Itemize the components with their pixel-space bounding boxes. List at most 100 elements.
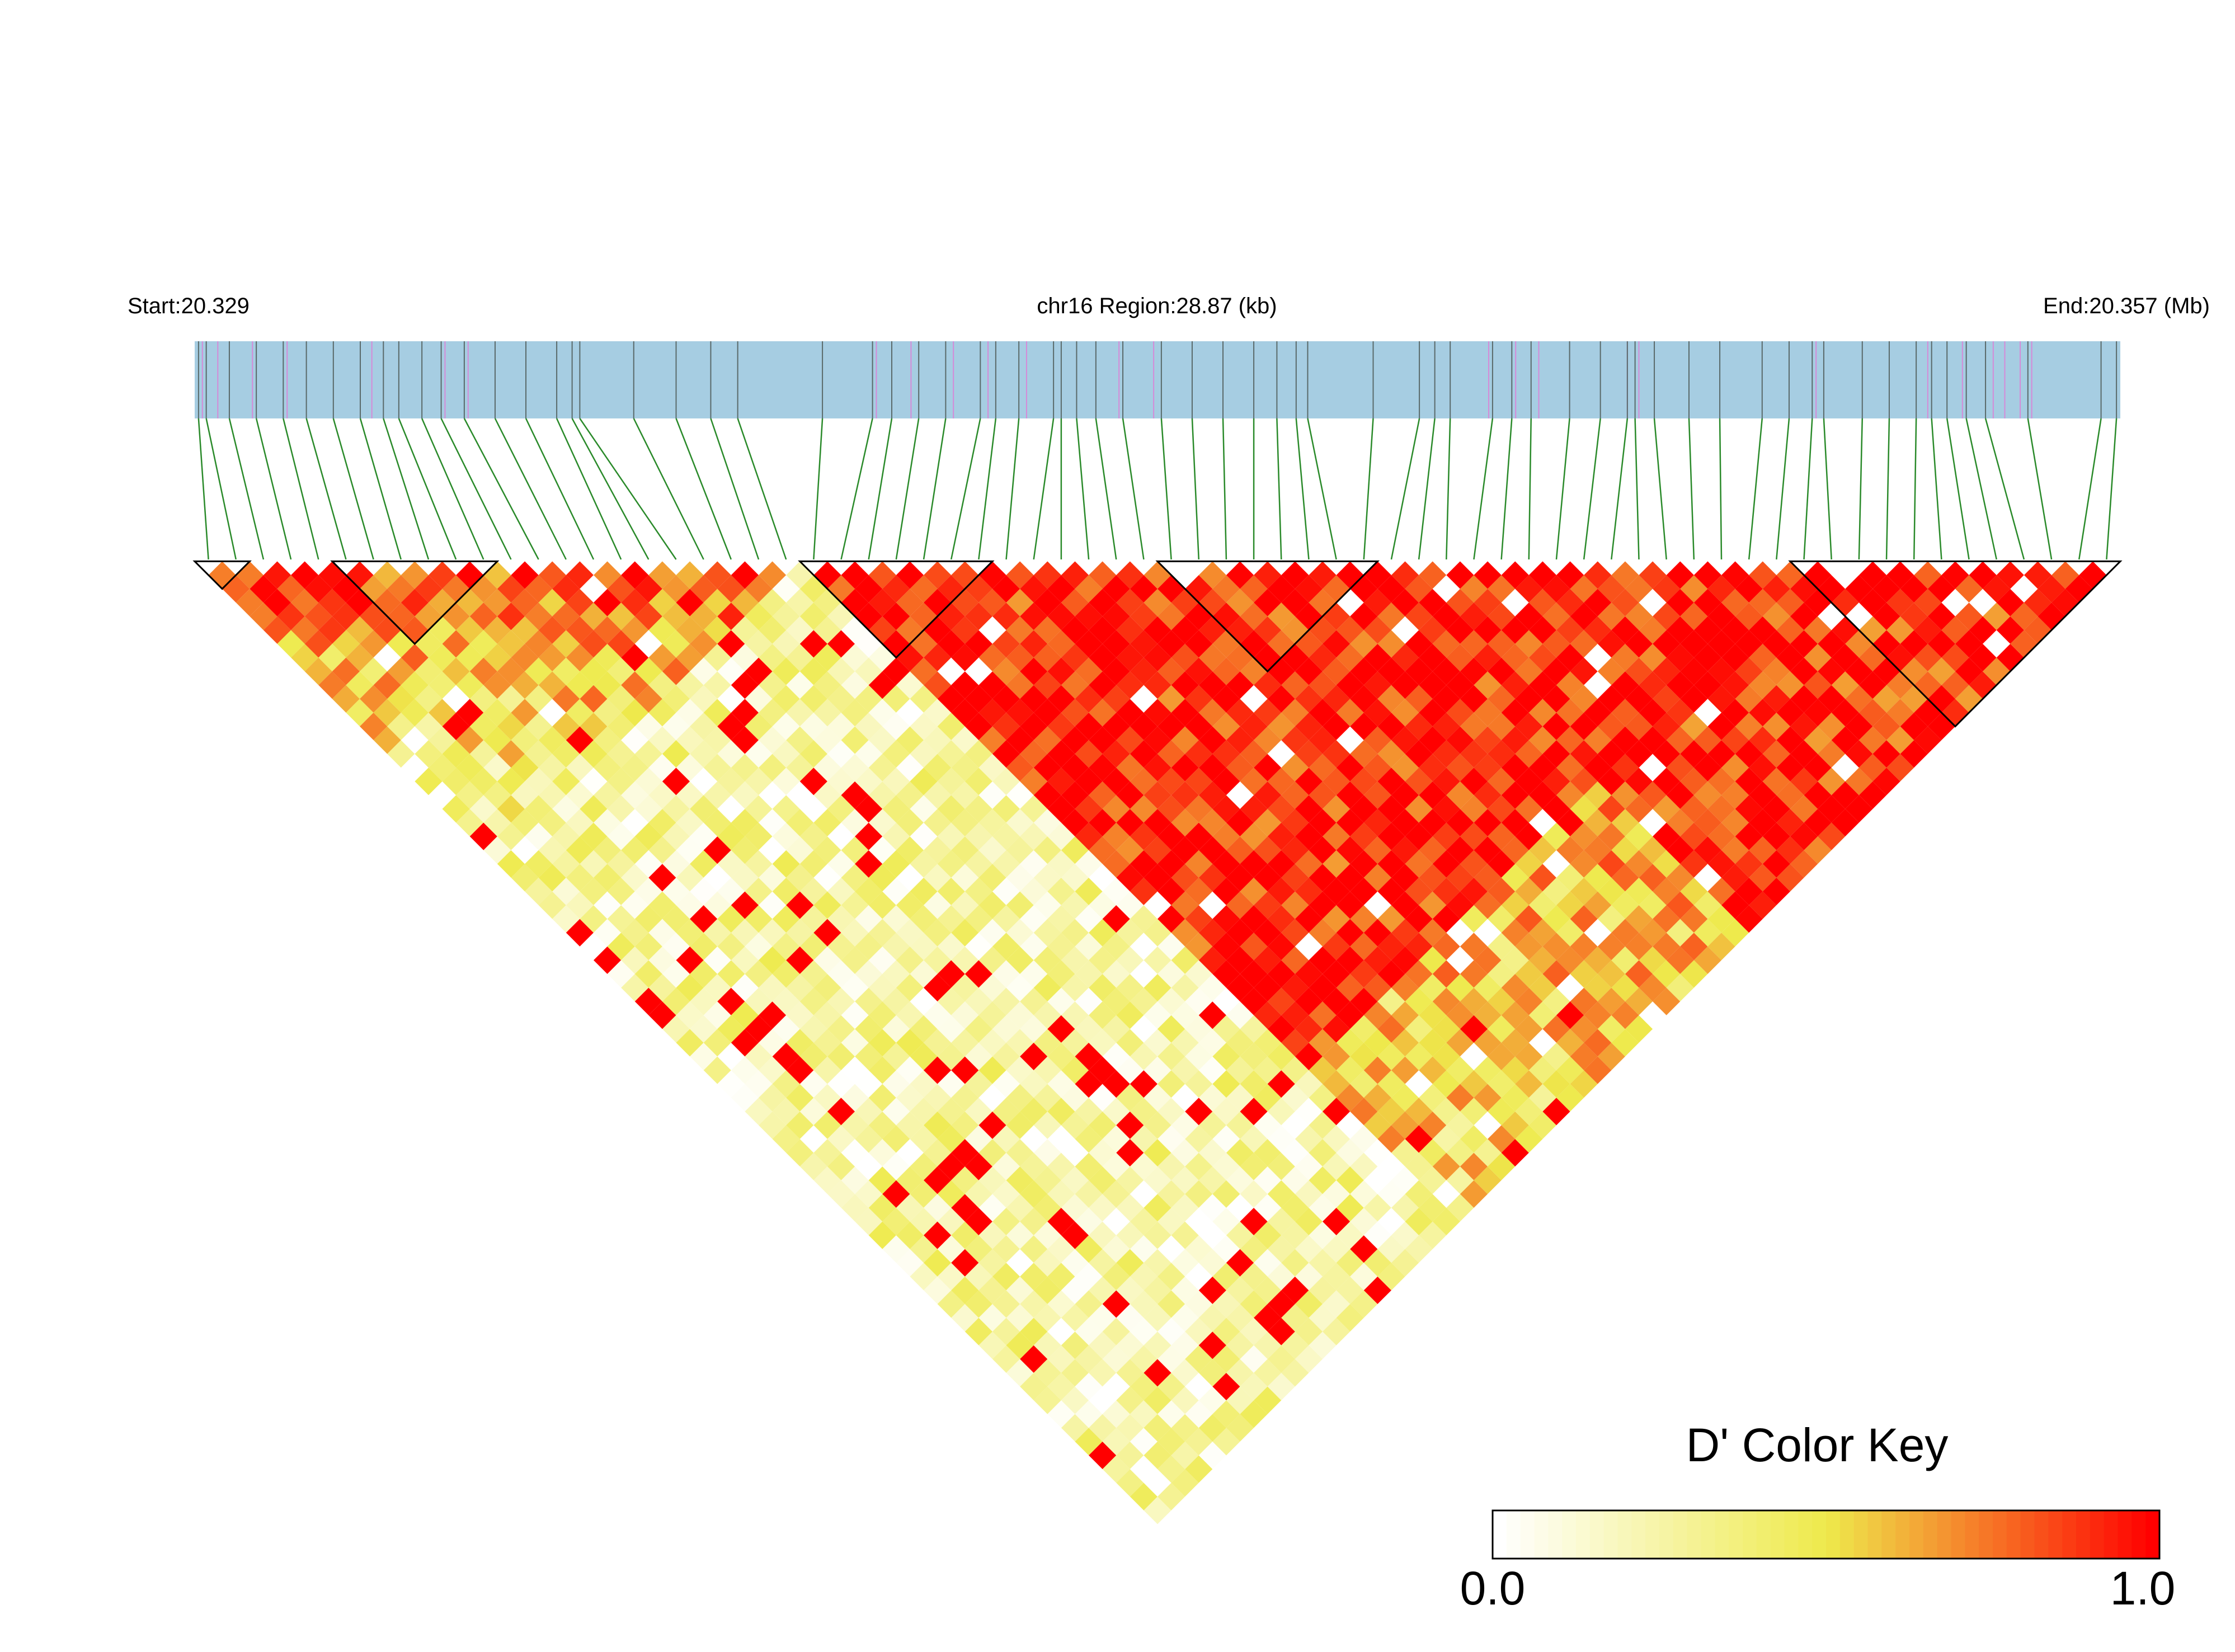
ld-cell	[1267, 1098, 1295, 1126]
ld-cell	[772, 877, 800, 906]
ld-cell	[1611, 891, 1639, 919]
ld-cell	[1254, 836, 1282, 864]
ld-cell	[1611, 808, 1639, 837]
ld-cell	[1295, 768, 1323, 796]
ld-cell	[1267, 795, 1295, 823]
ld-cell	[1020, 1372, 1048, 1401]
ld-cell	[1432, 905, 1460, 933]
snp-connector	[1719, 418, 1723, 560]
ld-cell	[1528, 726, 1556, 754]
ld-cell	[1625, 877, 1653, 906]
ld-cell	[1363, 946, 1391, 974]
snp-connector	[1418, 418, 1436, 560]
ld-cell	[1185, 1125, 1213, 1153]
ld-cell	[1790, 795, 1818, 823]
ld-cell	[1501, 1029, 1529, 1057]
ld-cell	[1281, 1139, 1309, 1167]
ld-cell	[1501, 1056, 1529, 1084]
ld-cell	[2010, 575, 2038, 603]
color-key-segment	[1895, 1510, 1910, 1559]
ld-cell	[772, 603, 800, 630]
ld-cell	[1171, 699, 1199, 727]
ld-cell	[882, 1235, 910, 1263]
ld-cell	[937, 1290, 965, 1318]
ld-cell	[1762, 712, 1790, 741]
ld-cell	[1295, 960, 1323, 988]
ld-cell	[1020, 740, 1048, 768]
ld-cell	[1158, 603, 1185, 630]
ld-cell	[992, 1263, 1020, 1291]
ld-cell	[360, 630, 388, 658]
ld-cell	[1969, 589, 1997, 616]
ld-cell	[1419, 643, 1447, 672]
ld-cell	[428, 781, 457, 809]
ld-cell	[1446, 891, 1474, 919]
ld-cell	[1171, 1056, 1199, 1084]
ld-cell	[1309, 864, 1337, 892]
ld-cell	[1158, 1235, 1185, 1263]
ld-cell	[1474, 1056, 1502, 1084]
ld-cell	[1528, 808, 1556, 837]
ld-cell	[1033, 1221, 1061, 1249]
ld-cell	[1419, 946, 1447, 974]
ld-cell	[1501, 671, 1529, 699]
ld-cell	[1102, 1263, 1130, 1291]
ld-cell	[978, 1194, 1006, 1222]
ld-cell	[1680, 822, 1708, 850]
ld-cell	[1721, 616, 1749, 644]
ld-cell	[552, 905, 580, 933]
gene-bar	[195, 341, 2120, 418]
ld-cell	[1611, 754, 1639, 782]
ld-cell	[318, 589, 346, 616]
color-key-segment	[1645, 1510, 1660, 1559]
ld-cell	[1611, 671, 1639, 699]
color-key-segment	[2076, 1510, 2091, 1559]
ld-cell	[469, 685, 497, 713]
color-key-segment	[2006, 1510, 2021, 1559]
ld-cell	[1432, 630, 1460, 658]
ld-cell	[621, 919, 649, 947]
ld-cell	[1749, 781, 1777, 809]
ld-cell	[1653, 987, 1681, 1015]
ld-cell	[1130, 1125, 1158, 1153]
ld-cell	[1570, 822, 1598, 850]
ld-cell	[1625, 657, 1653, 685]
snp-connector	[1307, 418, 1337, 560]
ld-cell	[1240, 795, 1268, 823]
ld-cell	[1666, 726, 1694, 754]
ld-cell	[855, 1152, 883, 1180]
ld-cell	[1089, 1304, 1117, 1332]
ld-cell	[1254, 561, 1282, 589]
ld-cell	[1872, 768, 1900, 796]
ld-cell	[690, 850, 718, 878]
ld-cell	[2010, 603, 2038, 630]
ld-cell	[1047, 1317, 1075, 1345]
ld-cell	[1130, 630, 1158, 658]
ld-cell	[1845, 768, 1873, 796]
ld-cell	[1488, 987, 1516, 1015]
ld-cell	[1130, 905, 1158, 933]
ld-cell	[1295, 740, 1323, 768]
ld-cell	[1707, 740, 1735, 768]
ld-cell	[1528, 1111, 1556, 1140]
ld-cell	[469, 768, 497, 796]
ld-cell	[1309, 836, 1337, 864]
ld-cell	[1020, 1070, 1048, 1098]
ld-cell	[1721, 754, 1749, 782]
ld-cell	[1597, 1042, 1625, 1071]
color-key-frame	[1491, 1509, 2161, 1560]
ld-cell	[1295, 575, 1323, 603]
ld-cell	[1460, 657, 1488, 685]
ld-cell	[896, 1249, 924, 1277]
ld-cell	[1432, 1070, 1460, 1098]
ld-cell	[1405, 685, 1433, 713]
ld-cell	[813, 1166, 841, 1194]
ld-cell	[1144, 1001, 1171, 1029]
ld-cell	[1515, 1098, 1543, 1126]
ld-cell	[1488, 850, 1516, 878]
ld-cell	[621, 561, 649, 589]
ld-cell	[1281, 864, 1309, 892]
ld-cell	[1474, 643, 1502, 672]
ld-cell	[882, 1152, 910, 1180]
ld-cell	[1144, 1221, 1171, 1249]
